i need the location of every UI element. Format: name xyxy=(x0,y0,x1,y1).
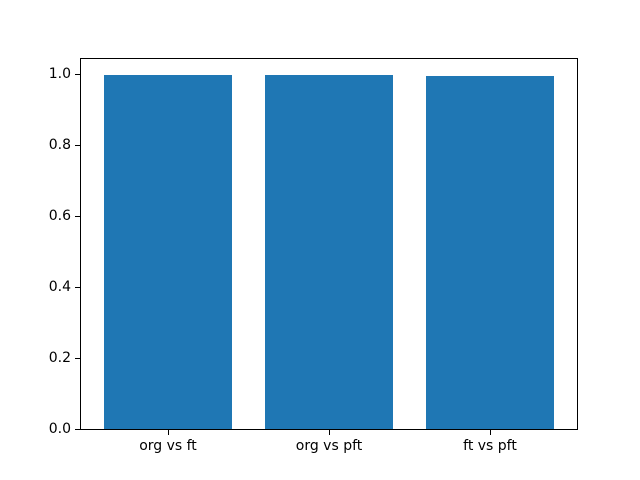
y-tick-mark xyxy=(75,145,80,147)
x-tick-mark xyxy=(168,430,169,435)
y-tick-mark xyxy=(75,216,80,218)
y-tick-label: 0.8 xyxy=(48,137,71,154)
y-tick-mark xyxy=(75,74,80,76)
plot-area: 0.0 0.2 0.4 0.6 0.8 1.0 org vs ft org vs pft ft… xyxy=(49,58,578,454)
bar-org-vs-ft xyxy=(103,75,233,429)
x-tick-mark xyxy=(329,430,330,435)
bar-ft-vs-pft xyxy=(425,76,555,429)
y-tick-mark xyxy=(75,358,80,360)
x-tick-mark xyxy=(490,430,491,435)
x-tick-label: org vs ft xyxy=(139,438,197,454)
y-tick-label: 0.6 xyxy=(48,208,71,225)
y-tick-mark xyxy=(75,287,80,289)
x-tick-label: ft vs pft xyxy=(463,438,517,454)
y-tick-label: 0.4 xyxy=(48,279,71,296)
y-tick-label: 1.0 xyxy=(48,66,71,83)
y-tick-label: 0.0 xyxy=(48,421,71,437)
x-tick-label: org vs pft xyxy=(295,438,363,454)
y-tick-mark xyxy=(75,429,80,430)
bar-org-vs-pft xyxy=(264,75,394,429)
y-tick-label: 0.2 xyxy=(48,350,71,367)
